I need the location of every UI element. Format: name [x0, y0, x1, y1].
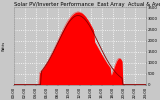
- Text: Solar PV/Inverter Performance  East Array  Actual & Average Power Output: Solar PV/Inverter Performance East Array…: [14, 2, 160, 7]
- Text: Watts: Watts: [1, 41, 5, 51]
